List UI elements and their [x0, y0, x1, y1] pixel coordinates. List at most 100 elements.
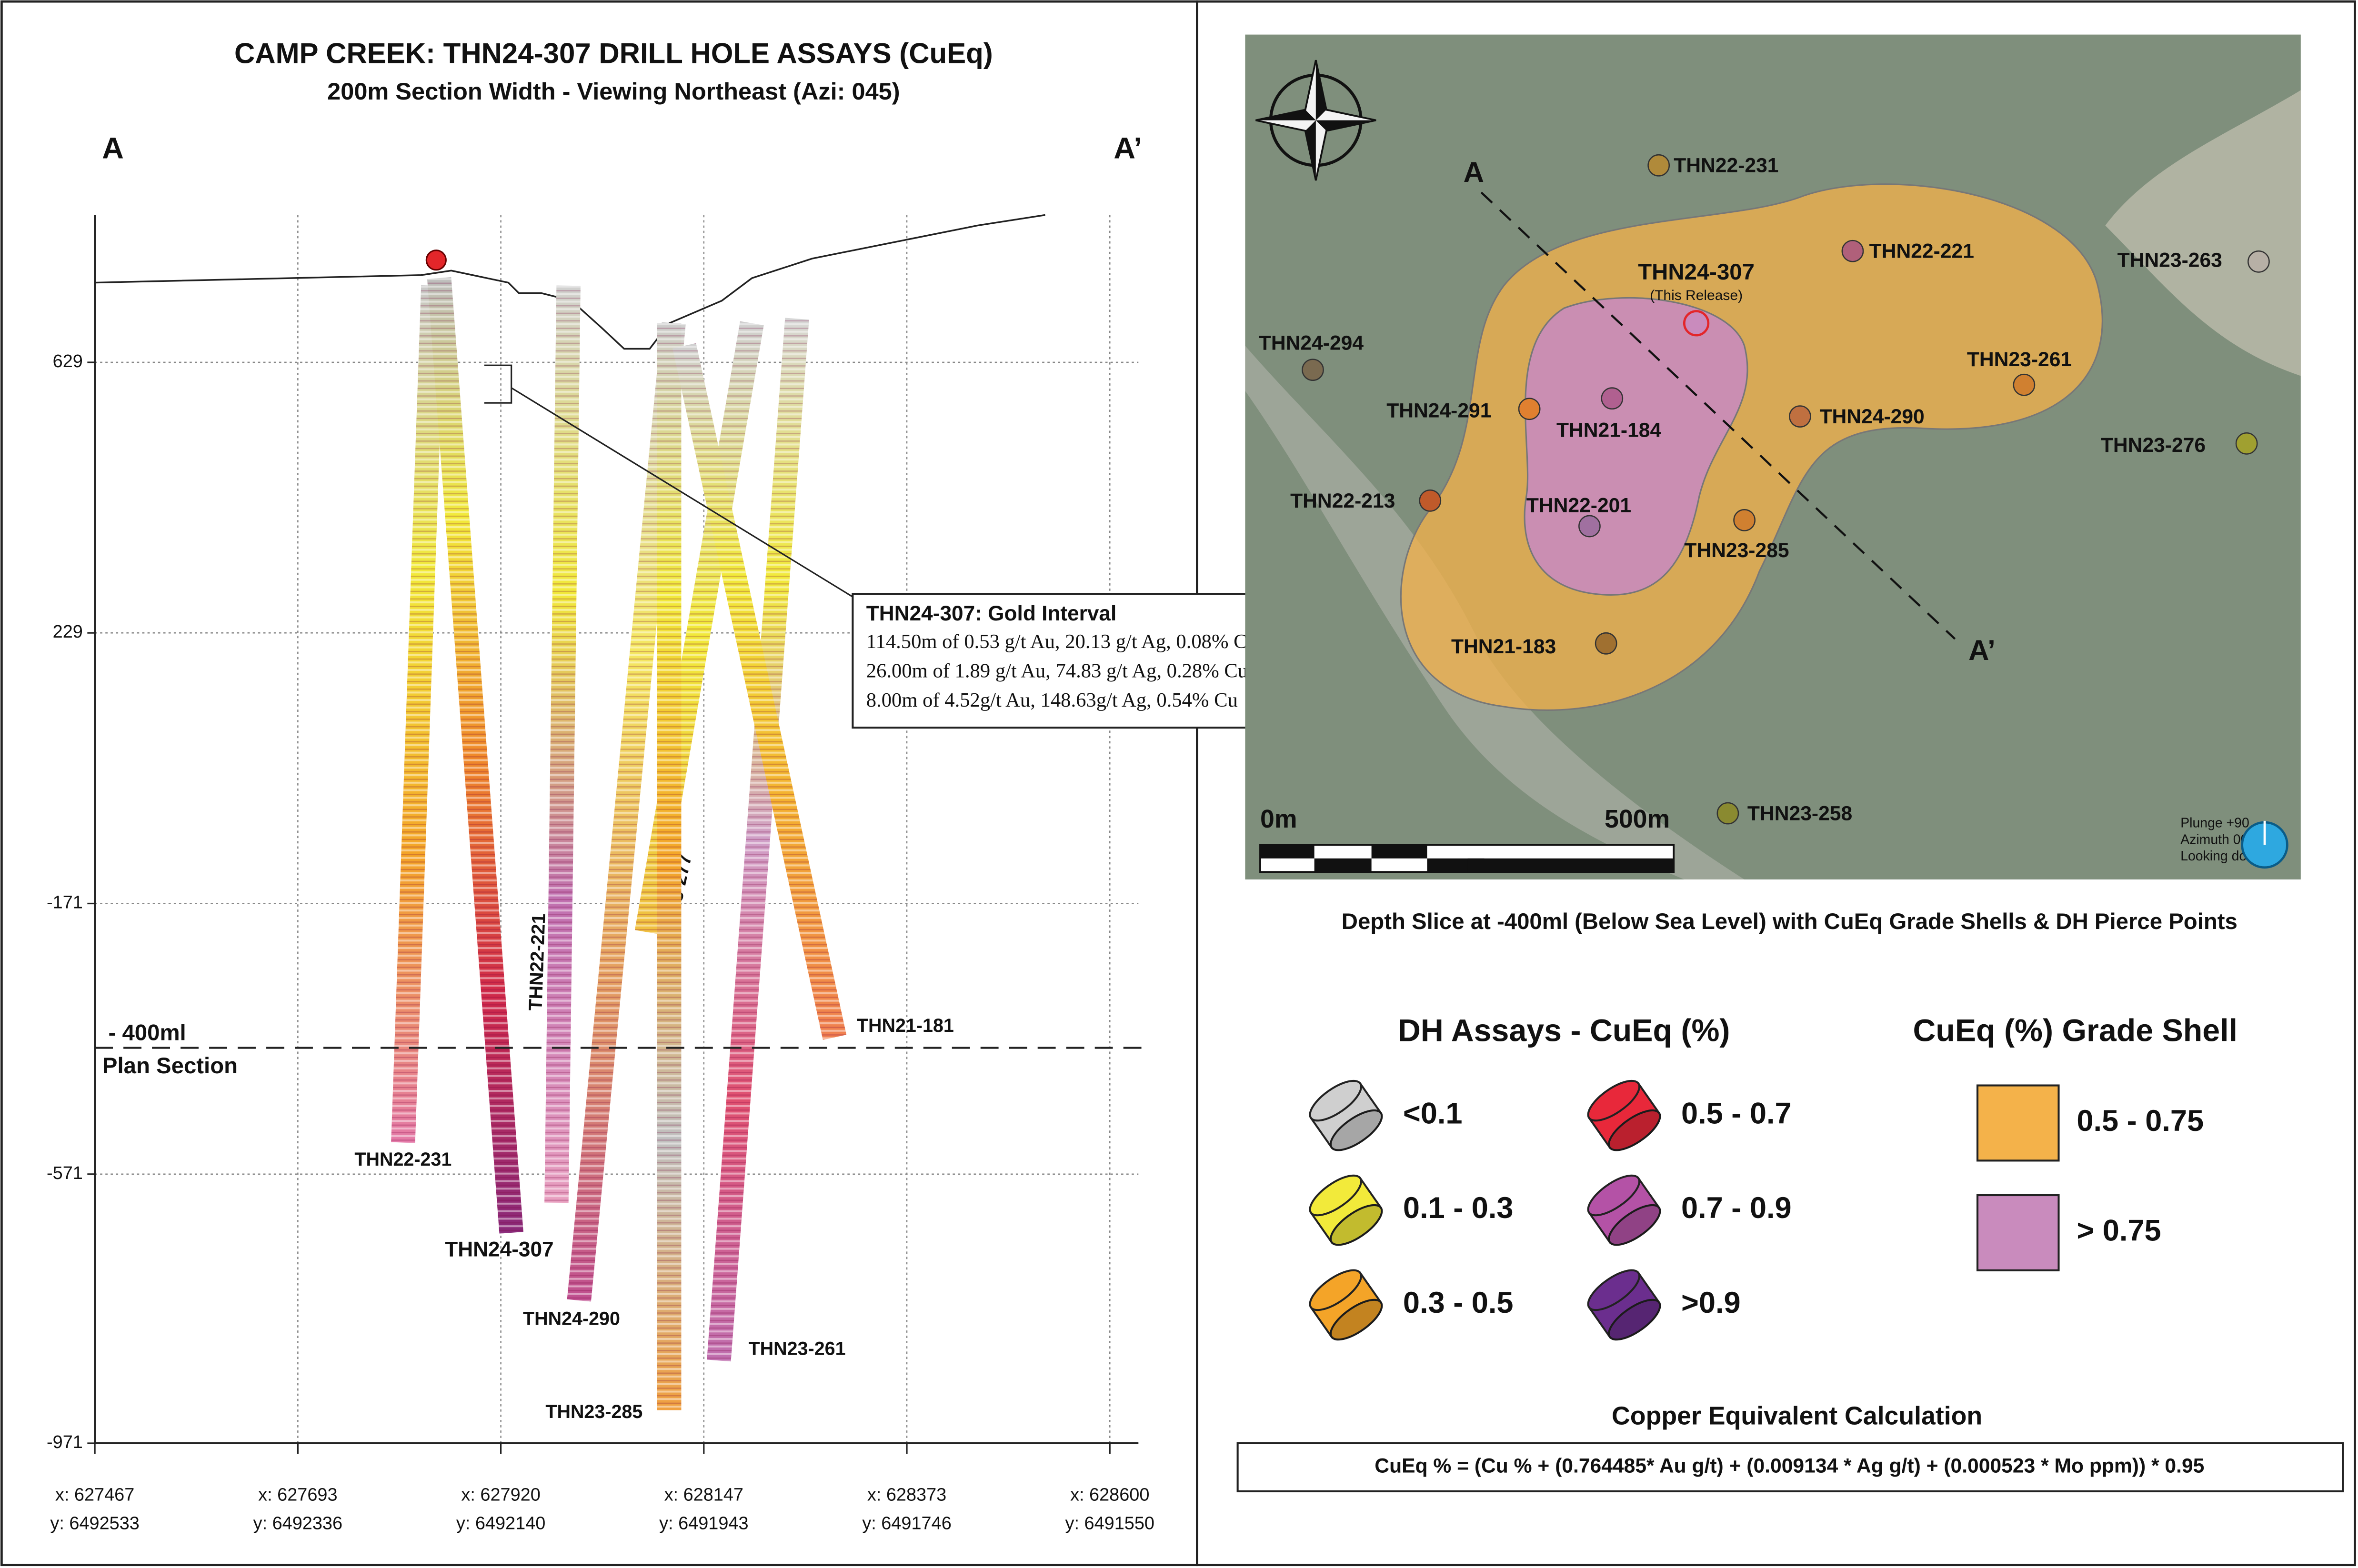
pierce-point [2248, 250, 2270, 273]
drill-hole-assays [707, 318, 809, 1362]
x-tick-label: x: 627467 [55, 1485, 134, 1505]
callout-title: THN24-307: Gold Interval [866, 602, 1116, 625]
legend-swatch [1329, 1298, 1383, 1341]
section-end-label: A’ [1968, 634, 1996, 666]
x-tick-label: x: 628373 [867, 1485, 946, 1505]
hole-label: THN22-201 [1526, 494, 1631, 517]
legend-swatch [1309, 1174, 1383, 1246]
legend-swatch [1608, 1109, 1661, 1151]
hole-label: THN24-307 [445, 1238, 553, 1261]
legend-label: 0.1 - 0.3 [1403, 1191, 1514, 1225]
drill-hole-assays [391, 285, 445, 1143]
drill-hole-assays [672, 343, 847, 1040]
legend-swatch [1309, 1269, 1362, 1311]
collar-marker [425, 250, 447, 271]
pierce-point [1601, 387, 1624, 410]
legend-label: 0.7 - 0.9 [1681, 1191, 1792, 1225]
pierce-point [1841, 240, 1864, 262]
scale-bar [1371, 845, 1427, 859]
x-tick-label: y: 6492533 [50, 1513, 139, 1533]
scale-bar [1314, 858, 1372, 872]
legend-label: 0.5 - 0.7 [1681, 1097, 1792, 1130]
legend-title: DH Assays - CuEq (%) [1398, 1013, 1730, 1049]
section-end-label: A [1464, 156, 1484, 188]
terrain [2105, 90, 2301, 376]
hole-label: THN23-258 [1747, 802, 1852, 825]
legend-swatch [1608, 1298, 1661, 1341]
plan-label: Plan Section [102, 1053, 238, 1079]
formula-title: Copper Equivalent Calculation [1612, 1401, 1982, 1430]
legend-label: <0.1 [1403, 1097, 1463, 1130]
x-tick-label: x: 627693 [258, 1485, 337, 1505]
hole-label: THN24-290 [1819, 405, 1924, 428]
legend-swatch [1329, 1109, 1383, 1151]
x-tick-label: y: 6492140 [456, 1513, 545, 1533]
scale-label: 0m [1260, 805, 1297, 833]
hole-label: THN24-290 [523, 1308, 620, 1329]
callout-leader [511, 387, 853, 598]
section-end-label: A’ [1114, 131, 1142, 165]
scale-label: 500m [1605, 805, 1670, 833]
scale-bar [1260, 845, 1314, 859]
callout-line: 26.00m of 1.89 g/t Au, 74.83 g/t Ag, 0.2… [866, 660, 1248, 682]
drill-hole-assays [427, 277, 523, 1234]
x-tick-label: x: 627920 [461, 1485, 540, 1505]
section-end-label: A [102, 131, 124, 165]
legend-title: CuEq (%) Grade Shell [1913, 1013, 2237, 1049]
callout-bracket [484, 364, 512, 404]
hole-note: (This Release) [1650, 288, 1743, 303]
hole-label: THN21-183 [1451, 635, 1556, 658]
hole-label: THN24-294 [1259, 331, 1364, 354]
legend-swatch [1587, 1269, 1641, 1311]
hole-label: THN22-231 [1674, 154, 1778, 177]
formula-text: CuEq % = (Cu % + (0.764485* Au g/t) + (0… [1375, 1455, 2204, 1478]
y-tick-label: -171 [47, 893, 83, 913]
pierce-point [1683, 310, 1710, 337]
hole-label: THN23-285 [1684, 539, 1789, 562]
y-tick-label: -971 [47, 1432, 83, 1452]
pierce-point [1733, 509, 1756, 531]
x-tick-label: y: 6492336 [253, 1513, 342, 1533]
y-tick-label: -571 [47, 1163, 83, 1183]
legend-swatch [1587, 1269, 1661, 1341]
legend-swatch [1587, 1174, 1641, 1217]
hole-label: THN23-261 [749, 1338, 846, 1359]
section-subtitle: 200m Section Width - Viewing Northeast (… [327, 78, 900, 105]
legend-label: > 0.75 [2077, 1214, 2161, 1248]
x-tick-label: y: 6491550 [1065, 1513, 1154, 1533]
callout-line: 8.00m of 4.52g/t Au, 148.63g/t Ag, 0.54%… [866, 689, 1238, 711]
pierce-point [1595, 632, 1617, 655]
pierce-point [1716, 802, 1739, 825]
hole-label: THN23-285 [545, 1401, 642, 1422]
formula-box [1236, 1442, 2344, 1493]
hole-label: THN21-184 [1556, 419, 1662, 441]
map-caption: Depth Slice at -400ml (Below Sea Level) … [1342, 909, 2238, 934]
y-tick-label: 629 [53, 351, 83, 371]
pierce-point [2235, 432, 2258, 455]
hole-label: THN23-276 [2101, 434, 2206, 457]
scale-bar [1467, 858, 1674, 872]
legend-swatch [1976, 1084, 2060, 1162]
hole-label: THN22-231 [354, 1149, 452, 1170]
hole-label: THN21-181 [857, 1015, 954, 1036]
x-tick-label: y: 6491943 [659, 1513, 748, 1533]
x-tick-label: y: 6491746 [862, 1513, 951, 1533]
legend-swatch [1309, 1174, 1362, 1217]
hole-label: THN23-263 [2117, 249, 2222, 272]
plan-label: - 400ml [109, 1020, 186, 1046]
pierce-point [1302, 359, 1324, 381]
legend-swatch [1587, 1079, 1641, 1122]
pierce-point [1419, 489, 1442, 512]
legend-label: 0.3 - 0.5 [1403, 1286, 1514, 1319]
north-arrow [1255, 60, 1376, 180]
legend-swatch [1976, 1194, 2060, 1271]
pierce-point [1647, 154, 1670, 177]
pierce-point [1789, 405, 1811, 428]
section-line [1480, 191, 1956, 640]
y-tick-label: 229 [53, 622, 83, 642]
hole-label: THN24-291 [1386, 399, 1491, 422]
x-tick-label: x: 628600 [1070, 1485, 1149, 1505]
hole-label-highlight: THN24-307 [1638, 260, 1755, 285]
